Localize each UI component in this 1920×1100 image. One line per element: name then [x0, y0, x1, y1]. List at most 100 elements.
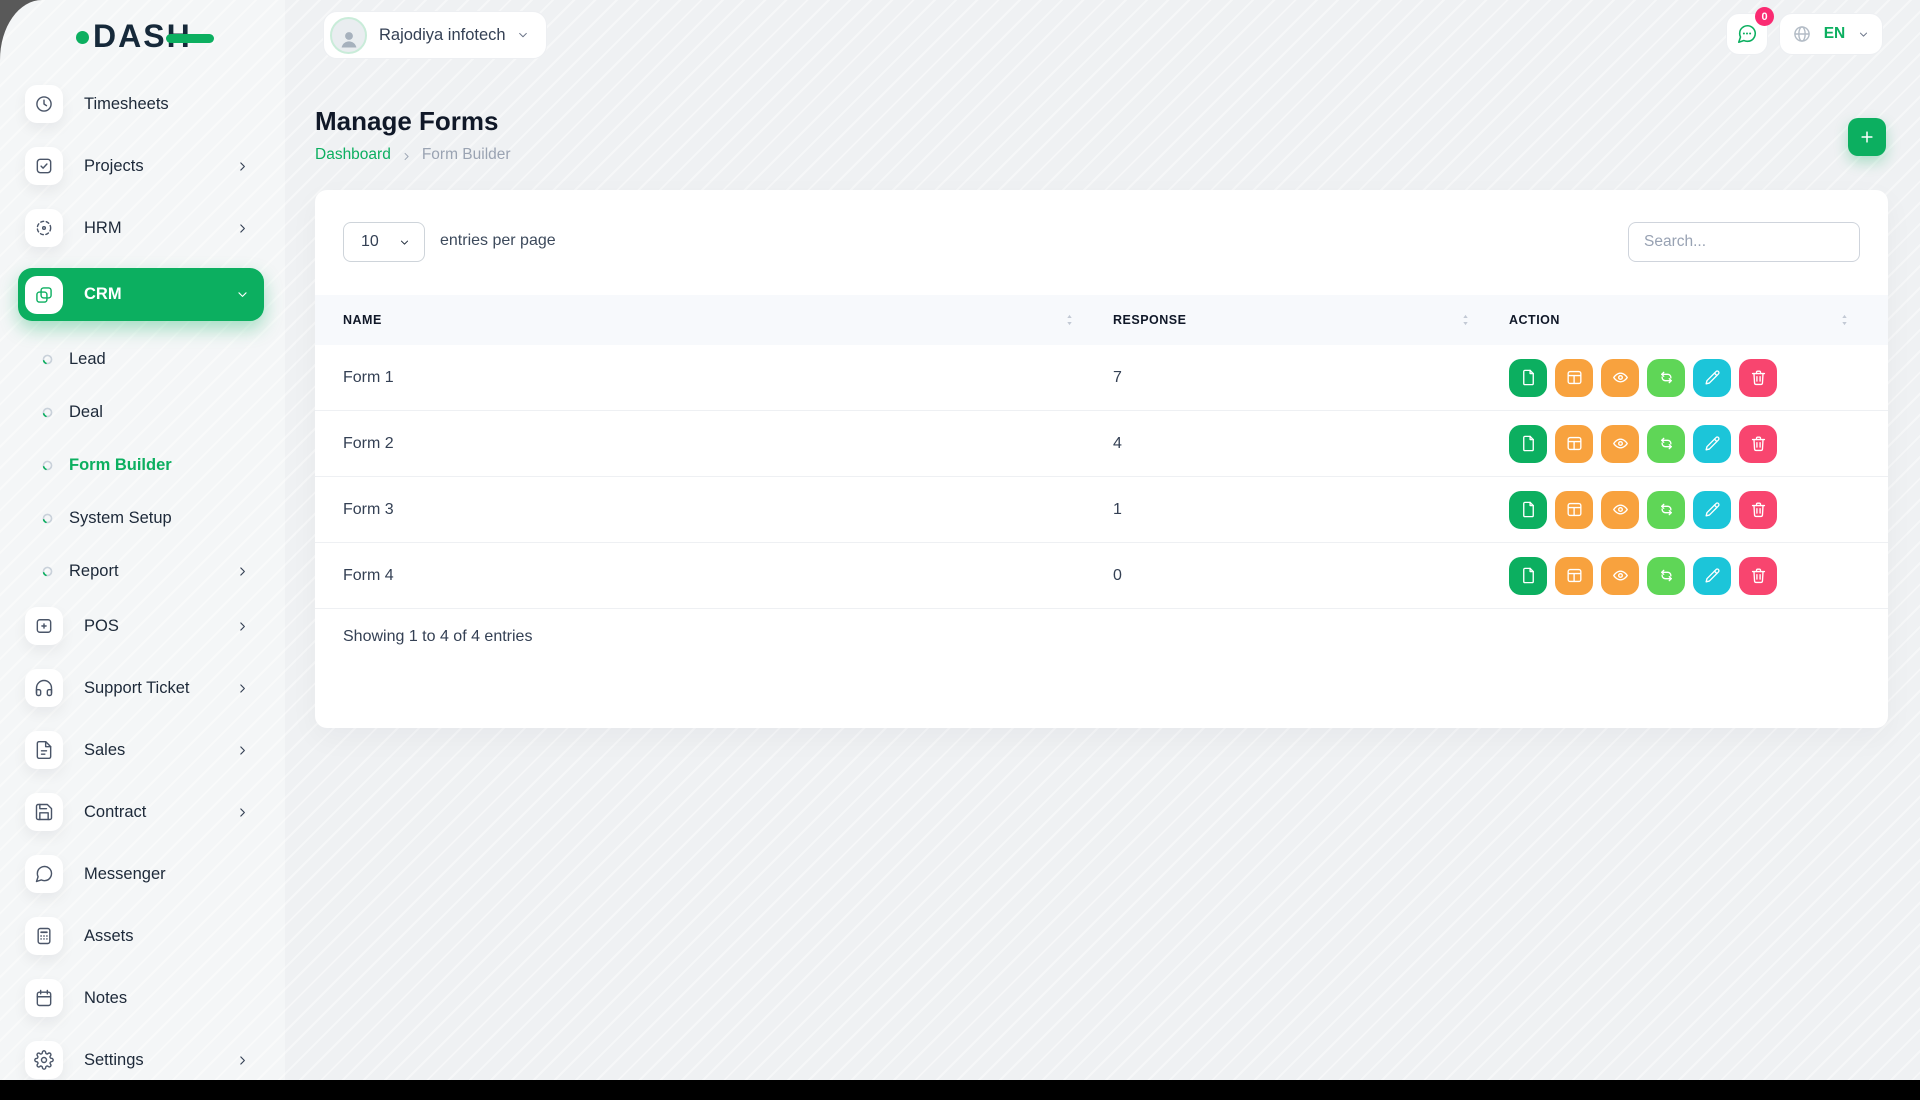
row-actions	[1509, 557, 1888, 595]
form-fields-button[interactable]	[1555, 491, 1593, 529]
globe-icon	[1792, 24, 1812, 44]
table-summary: Showing 1 to 4 of 4 entries	[343, 628, 532, 646]
table-controls: 10 entries per page	[315, 190, 1888, 295]
form-fields-button[interactable]	[1555, 557, 1593, 595]
chevron-right-icon	[235, 1053, 250, 1068]
sidebar-item-notes[interactable]: Notes	[25, 976, 260, 1020]
sidebar-item-hrm[interactable]: HRM	[25, 206, 260, 250]
trash-icon	[1749, 368, 1768, 387]
column-header-response[interactable]: RESPONSE	[1113, 295, 1509, 345]
messages-button[interactable]: 0	[1726, 13, 1768, 55]
convert-button[interactable]	[1647, 491, 1685, 529]
chevron-right-icon	[235, 221, 250, 236]
form-name: Form 3	[315, 501, 1113, 519]
sort-icon	[1837, 312, 1852, 328]
sidebar-subitem-lead[interactable]: Lead	[25, 339, 260, 379]
company-selector[interactable]: Rajodiya infotech	[323, 11, 547, 59]
file-icon	[1519, 500, 1538, 519]
clock-icon	[25, 85, 63, 123]
sidebar-item-pos[interactable]: POS	[25, 604, 260, 648]
document-icon	[25, 731, 63, 769]
chevron-right-icon	[235, 681, 250, 696]
breadcrumb-dashboard-link[interactable]: Dashboard	[315, 146, 391, 164]
sidebar-item-support-ticket[interactable]: Support Ticket	[25, 666, 260, 710]
sidebar-item-crm[interactable]: CRM	[18, 268, 264, 321]
edit-button[interactable]	[1693, 359, 1731, 397]
bullet-icon	[40, 405, 55, 420]
view-entries-button[interactable]	[1509, 359, 1547, 397]
form-fields-button[interactable]	[1555, 359, 1593, 397]
headset-icon	[25, 669, 63, 707]
convert-button[interactable]	[1647, 425, 1685, 463]
sidebar-subitem-form-builder[interactable]: Form Builder	[25, 445, 260, 485]
trash-icon	[1749, 434, 1768, 453]
bullet-icon	[40, 511, 55, 526]
preview-button[interactable]	[1601, 359, 1639, 397]
preview-button[interactable]	[1601, 557, 1639, 595]
file-icon	[1519, 368, 1538, 387]
chevron-down-icon	[398, 236, 411, 249]
brand-logo[interactable]: DASH	[76, 16, 214, 56]
search-input[interactable]	[1628, 222, 1860, 262]
sidebar-item-messenger[interactable]: Messenger	[25, 852, 260, 896]
edit-button[interactable]	[1693, 425, 1731, 463]
sidebar-item-settings[interactable]: Settings	[25, 1038, 260, 1082]
edit-button[interactable]	[1693, 557, 1731, 595]
chevron-right-icon	[235, 159, 250, 174]
pencil-icon	[1703, 434, 1722, 453]
form-response-count: 0	[1113, 567, 1509, 585]
entries-value: 10	[361, 233, 379, 251]
delete-button[interactable]	[1739, 491, 1777, 529]
table-row: Form 3 1	[315, 477, 1888, 543]
form-fields-button[interactable]	[1555, 425, 1593, 463]
table-row: Form 2 4	[315, 411, 1888, 477]
entries-per-page-select[interactable]: 10	[343, 222, 425, 262]
edit-button[interactable]	[1693, 491, 1731, 529]
sidebar-item-timesheets[interactable]: Timesheets	[25, 82, 260, 126]
plus-icon	[1858, 128, 1876, 146]
bullet-icon	[40, 352, 55, 367]
grid-icon	[1565, 500, 1584, 519]
trash-icon	[1749, 500, 1768, 519]
sidebar-item-contract[interactable]: Contract	[25, 790, 260, 834]
sidebar-item-sales[interactable]: Sales	[25, 728, 260, 772]
view-entries-button[interactable]	[1509, 491, 1547, 529]
logo-dash-icon	[166, 34, 214, 43]
delete-button[interactable]	[1739, 557, 1777, 595]
sort-icon	[1458, 312, 1473, 328]
view-entries-button[interactable]	[1509, 425, 1547, 463]
trash-icon	[1749, 566, 1768, 585]
pos-icon	[25, 607, 63, 645]
convert-button[interactable]	[1647, 557, 1685, 595]
preview-button[interactable]	[1601, 425, 1639, 463]
sidebar-subitem-report[interactable]: Report	[25, 551, 260, 591]
grid-icon	[1565, 368, 1584, 387]
delete-button[interactable]	[1739, 425, 1777, 463]
messages-badge: 0	[1755, 7, 1774, 26]
view-entries-button[interactable]	[1509, 557, 1547, 595]
column-header-action[interactable]: ACTION	[1509, 295, 1888, 345]
grid-icon	[1565, 434, 1584, 453]
add-form-button[interactable]	[1848, 118, 1886, 156]
sidebar-item-projects[interactable]: Projects	[25, 144, 260, 188]
sidebar-subitem-deal[interactable]: Deal	[25, 392, 260, 432]
chevron-down-icon	[1857, 28, 1870, 41]
preview-button[interactable]	[1601, 491, 1639, 529]
column-header-name[interactable]: NAME	[315, 295, 1113, 345]
chevron-down-icon	[235, 287, 250, 302]
sidebar-subitem-system-setup[interactable]: System Setup	[25, 498, 260, 538]
language-selector[interactable]: EN	[1779, 13, 1883, 55]
chat-bubble-icon	[1736, 23, 1758, 45]
delete-button[interactable]	[1739, 359, 1777, 397]
table-header: NAME RESPONSE ACTION	[315, 295, 1888, 345]
table-row: Form 4 0	[315, 543, 1888, 609]
eye-icon	[1611, 368, 1630, 387]
page-title: Manage Forms	[315, 106, 499, 137]
bullet-icon	[40, 458, 55, 473]
form-name: Form 1	[315, 369, 1113, 387]
sidebar-item-assets[interactable]: Assets	[25, 914, 260, 958]
row-actions	[1509, 359, 1888, 397]
crm-squares-icon	[25, 276, 63, 314]
convert-button[interactable]	[1647, 359, 1685, 397]
